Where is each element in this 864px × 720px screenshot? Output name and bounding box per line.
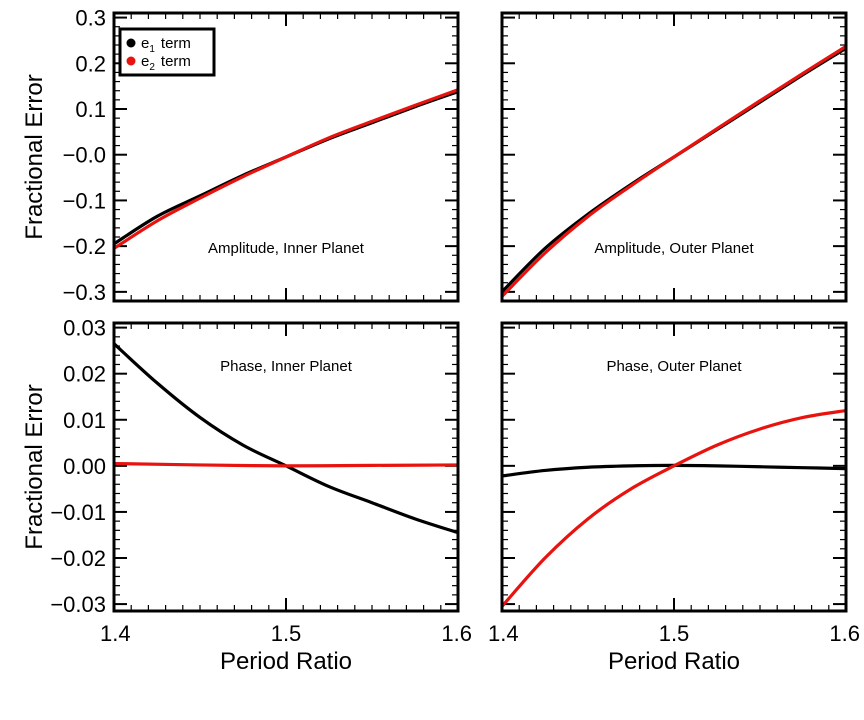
y-tick-label: −0.0 (63, 143, 106, 168)
plot-frame (500, 11, 848, 303)
y-tick-label: −0.1 (63, 188, 106, 213)
panel-annotation: Amplitude, Outer Planet (594, 240, 754, 257)
x-axis-label: Period Ratio (220, 648, 352, 675)
y-tick-label: −0.03 (50, 592, 106, 617)
panel-3: −0.03 −0.02 −0.01 0.00 0.01 0.02 0.03 1.4 1.5 1.6… (21, 316, 472, 675)
series-group (114, 88, 458, 251)
panel-annotation: Phase, Inner Planet (220, 358, 353, 375)
x-tick-label: 1.6 (441, 621, 472, 646)
panel-1: −0.3 −0.2 −0.1 −0.0 0.1 0.2 0.3 Amplitude, Inne… (21, 6, 460, 305)
y-tick-label: 0.01 (63, 408, 106, 433)
panel-2: Amplitude, Outer Planet (500, 11, 848, 303)
legend-label-e2: e2 term (141, 53, 191, 73)
series-line-e2 (502, 408, 846, 608)
x-tick-label: 1.4 (488, 621, 519, 646)
panel-annotation: Amplitude, Inner Planet (208, 240, 365, 257)
series-group (502, 44, 846, 299)
y-tick-label: 0.00 (63, 454, 106, 479)
plot-frame (112, 321, 460, 613)
y-axis-label: Fractional Error (21, 74, 48, 239)
y-tick-label: 0.03 (63, 316, 106, 341)
series-group (502, 408, 846, 608)
legend-label-e1: e1 term (141, 35, 191, 55)
series-line-e1 (114, 90, 458, 246)
plot-frame (112, 11, 460, 303)
panel-4: 1.4 1.5 1.6 Phase, Outer Planet Period Ratio (488, 321, 860, 675)
y-tick-label: 0.1 (75, 97, 106, 122)
y-tick-label: −0.02 (50, 546, 106, 571)
y-axis-label: Fractional Error (21, 384, 48, 549)
plot-frame (500, 321, 848, 613)
y-tick-label: −0.2 (63, 234, 106, 259)
legend-box (118, 27, 216, 77)
y-tick-label: 0.3 (75, 6, 106, 31)
y-tick-label: 0.2 (75, 51, 106, 76)
panel-annotation: Phase, Outer Planet (606, 358, 742, 375)
legend-marker-e2 (126, 56, 136, 66)
legend-marker-e1 (126, 38, 136, 48)
y-tick-label: 0.02 (63, 362, 106, 387)
x-axis-label: Period Ratio (608, 648, 740, 675)
series-line-e2 (502, 44, 846, 299)
series-line-e2 (114, 461, 458, 468)
panels-group: −0.3 −0.2 −0.1 −0.0 0.1 0.2 0.3 Amplitude, Inne… (21, 6, 860, 675)
series-group (114, 342, 458, 535)
x-tick-label: 1.4 (100, 621, 131, 646)
y-tick-label: −0.01 (50, 500, 106, 525)
x-tick-label: 1.5 (271, 621, 302, 646)
x-tick-label: 1.6 (829, 621, 860, 646)
series-line-e2 (114, 88, 458, 251)
x-tick-label: 1.5 (659, 621, 690, 646)
y-tick-label: −0.3 (63, 280, 106, 305)
